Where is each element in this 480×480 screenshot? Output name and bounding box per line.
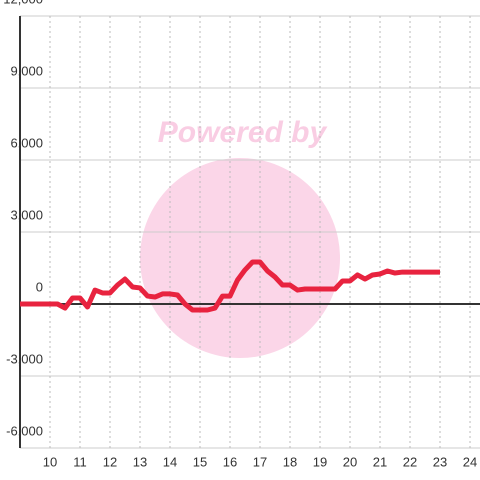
grid [20, 15, 480, 449]
x-tick-label: 12 [103, 454, 117, 469]
y-tick-label: 3,000 [10, 207, 43, 222]
x-tick-label: 13 [133, 454, 147, 469]
y-tick-label: 9,000 [10, 63, 43, 78]
x-tick-label: 10 [43, 454, 57, 469]
plot: -6,000 -3,000 0 3,000 6,000 9,000 12,000 10 11 12… [3, 0, 480, 469]
y-tick-label: 12,000 [3, 0, 43, 6]
watermark: Powered by [158, 116, 328, 149]
series-line [20, 259, 441, 313]
x-tick-label: 22 [403, 454, 417, 469]
x-tick-label: 16 [223, 454, 237, 469]
x-tick-label: 11 [73, 454, 87, 469]
x-tick-label: 17 [253, 454, 267, 469]
x-tick-label: 24 [463, 454, 477, 469]
x-tick-label: 18 [283, 454, 297, 469]
x-tick-label: 14 [163, 454, 177, 469]
x-tick-label: 20 [343, 454, 357, 469]
x-tick-label: 23 [433, 454, 447, 469]
x-tick-label: 19 [313, 454, 327, 469]
y-tick-label: -3,000 [6, 351, 43, 366]
y-tick-label: 0 [36, 279, 43, 294]
y-tick-label: -6,000 [6, 423, 43, 438]
x-tick-label: 21 [373, 454, 387, 469]
y-tick-label: 6,000 [10, 135, 43, 150]
x-tick-label: 15 [193, 454, 207, 469]
